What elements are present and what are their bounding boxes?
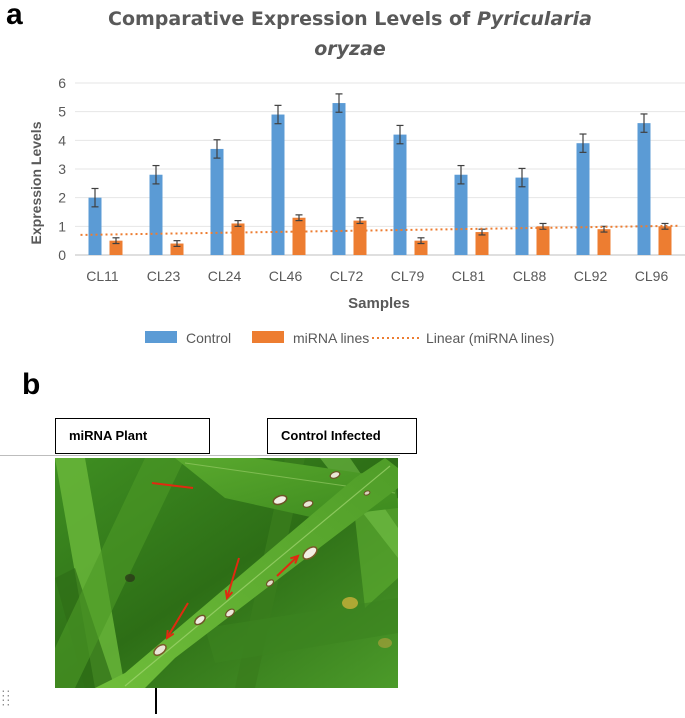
- x-tick-label: CL88: [513, 268, 547, 284]
- control-bar: [332, 103, 346, 255]
- red-arrow-head: [290, 554, 300, 564]
- red-arrow: [166, 602, 189, 639]
- mirna-bar: [292, 217, 306, 255]
- legend-label: Linear (miRNA lines): [426, 330, 554, 346]
- x-axis-label: Samples: [348, 295, 410, 312]
- chart-title: Comparative Expression Levels of Pyricul…: [60, 4, 640, 64]
- panel-b-label: b: [22, 368, 41, 401]
- y-tick-label: 6: [58, 75, 66, 91]
- bar-chart: CL11 CL23 CL24 CL46 CL72 CL79 CL81 CL88 CL92 CL96…: [28, 75, 685, 346]
- mirna-bar: [231, 223, 245, 255]
- red-marker-line: [151, 482, 194, 489]
- grip-icon: ∷ ∷: [2, 687, 10, 710]
- mirna-bar: [353, 220, 367, 255]
- panel-a-label: a: [6, 0, 23, 31]
- title-italic-species: oryzae: [314, 38, 386, 60]
- y-tick-label: 2: [58, 190, 66, 206]
- trendline: [80, 224, 680, 236]
- control-infected-label: Control Infected: [267, 418, 417, 454]
- control-bar: [393, 134, 407, 255]
- control-bar: [271, 114, 285, 256]
- legend-control-swatch: [145, 331, 177, 343]
- divider-line: [0, 455, 400, 456]
- control-bar: [576, 143, 590, 255]
- mirna-bar: [658, 226, 672, 255]
- y-tick-label: 5: [58, 104, 66, 120]
- y-axis-label: Expression Levels: [28, 121, 44, 244]
- control-bar: [88, 197, 102, 255]
- x-tick-label: CL81: [452, 268, 486, 284]
- y-tick-label: 0: [58, 247, 66, 263]
- control-bar: [637, 123, 651, 255]
- control-bar: [454, 174, 468, 255]
- y-tick-label: 4: [58, 132, 66, 148]
- legend-label: Control: [186, 330, 231, 346]
- red-arrow: [226, 557, 240, 599]
- mirna-bar: [109, 240, 123, 255]
- red-arrow: [276, 555, 299, 577]
- control-bar: [149, 174, 163, 255]
- mirna-bar: [536, 226, 550, 255]
- pointer-line: [155, 688, 157, 714]
- legend-label: miRNA lines: [293, 330, 369, 346]
- title-text: Comparative Expression Levels of: [108, 8, 477, 30]
- x-tick-label: CL23: [147, 268, 181, 284]
- y-tick-label: 1: [58, 218, 66, 234]
- legend-mirna-swatch: [252, 331, 284, 343]
- control-bar: [515, 177, 529, 255]
- red-arrow-head: [165, 629, 175, 640]
- x-tick-label: CL46: [269, 268, 303, 284]
- x-tick-label: CL24: [208, 268, 242, 284]
- mirna-bar: [414, 240, 428, 255]
- rice-leaf-photo: [55, 458, 398, 688]
- mirna-bar: [475, 232, 489, 255]
- x-tick-label: CL11: [86, 268, 119, 284]
- leaf-illustration: [55, 458, 398, 688]
- x-tick-label: CL96: [635, 268, 669, 284]
- mirna-plant-label: miRNA Plant: [55, 418, 210, 454]
- control-bar: [210, 148, 224, 255]
- mirna-bar: [170, 243, 184, 255]
- y-tick-label: 3: [58, 161, 66, 177]
- red-arrow-head: [224, 589, 234, 601]
- x-tick-label: CL72: [330, 268, 364, 284]
- mirna-bar: [597, 229, 611, 255]
- x-tick-label: CL79: [391, 268, 425, 284]
- title-italic-genus: Pyricularia: [476, 8, 592, 30]
- x-tick-label: CL92: [574, 268, 608, 284]
